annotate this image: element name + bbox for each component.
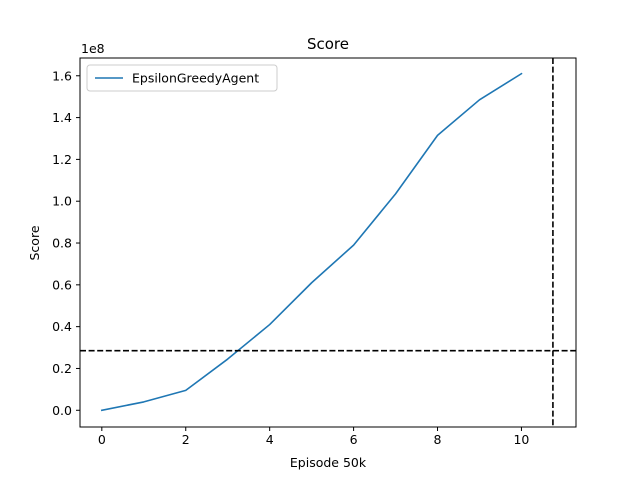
x-tick-label: 6 [350,432,358,447]
x-tick-label: 8 [434,432,442,447]
y-tick-label: 1.0 [52,194,72,209]
legend: EpsilonGreedyAgent [86,64,278,92]
x-tick-label: 2 [182,432,190,447]
y-tick-label: 0.2 [52,361,72,376]
plot-layer [100,72,523,412]
y-tick-label: 0.4 [52,319,72,334]
y-axis-label: Score [27,225,42,260]
y-tick-label: 1.6 [52,68,72,83]
y-tick-label: 1.2 [52,152,72,167]
series-line-0 [100,72,523,412]
y-offset-text: 1e8 [81,41,105,56]
x-axis-label: Episode 50k [290,455,367,470]
axes: 0 2 4 6 8 10 0.0 0.2 0.4 0.6 0.8 1.0 1.2 1.4 1.6 [52,57,577,447]
x-tick-label: 4 [266,432,274,447]
x-tick-label: 0 [98,432,106,447]
legend-label-0: EpsilonGreedyAgent [132,71,259,86]
y-tick-label: 1.4 [52,110,72,125]
reference-lines [80,58,576,427]
chart-title: Score [307,35,349,53]
y-tick-label: 0.0 [52,403,72,418]
y-tick-label: 0.8 [52,236,72,251]
y-tick-label: 0.6 [52,277,72,292]
axes-frame [79,57,577,428]
legend-box [86,64,278,92]
x-tick-label: 10 [513,432,529,447]
